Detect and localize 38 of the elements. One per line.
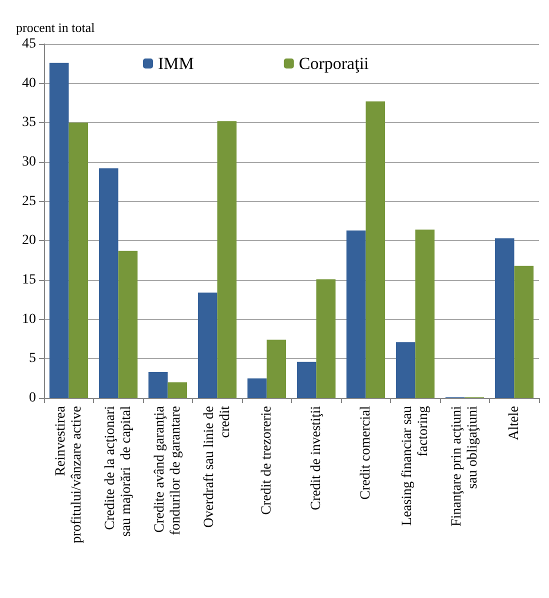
- x-tick-label: Overdraft sau linie de credit: [202, 406, 233, 528]
- y-tick-label: 45: [22, 36, 36, 52]
- bar: [296, 362, 316, 398]
- y-axis-title: procent in total: [16, 20, 96, 35]
- bar: [118, 250, 138, 398]
- y-tick-label: 10: [22, 312, 36, 327]
- legend-label: IMM: [158, 54, 194, 73]
- x-tick-label: Credit de investiţii: [308, 406, 324, 510]
- x-tick-label: Credit comercial: [358, 406, 374, 500]
- bar: [98, 168, 118, 398]
- legend-label: Corporaţii: [298, 54, 370, 73]
- bar: [247, 378, 267, 398]
- bar: [316, 279, 336, 398]
- x-tick-label: Altele: [506, 406, 522, 440]
- y-tick-label: 5: [29, 351, 36, 366]
- x-tick-label: Reinvestirea profitului/vânzare active: [53, 405, 84, 544]
- bar: [396, 342, 416, 398]
- bar: [49, 62, 69, 398]
- y-tick-label: 25: [22, 194, 36, 209]
- y-tick-label: 30: [22, 154, 36, 170]
- bar: [266, 340, 286, 398]
- bar: [168, 382, 188, 398]
- y-tick-label: 20: [22, 233, 36, 248]
- bar: [68, 122, 88, 398]
- bar: [198, 292, 218, 398]
- y-tick-label: 0: [29, 390, 36, 406]
- bar: [494, 238, 514, 398]
- y-tick-label: 15: [22, 272, 36, 288]
- bar: [366, 101, 386, 398]
- bar: [346, 230, 366, 398]
- y-tick-label: 35: [22, 115, 36, 130]
- bar: [514, 266, 534, 398]
- x-tick-label: Leasing financiar sau factoring: [400, 406, 431, 526]
- bar: [217, 121, 237, 398]
- y-tick-label: 40: [22, 76, 36, 91]
- x-tick-label: Credit de trezorerie: [259, 406, 274, 515]
- bar: [415, 230, 435, 398]
- bar: [148, 372, 168, 398]
